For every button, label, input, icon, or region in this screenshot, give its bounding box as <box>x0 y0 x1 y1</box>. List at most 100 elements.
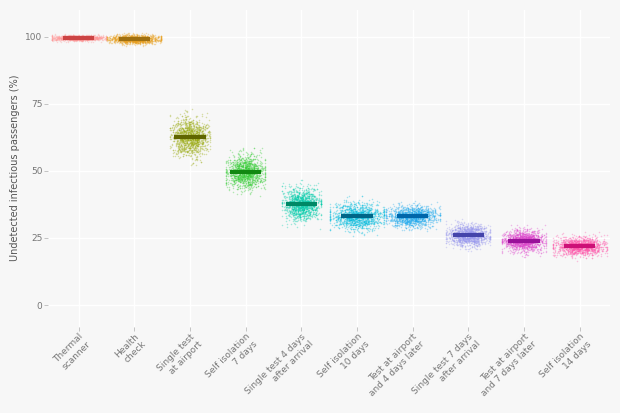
Point <box>189 140 199 147</box>
Point <box>506 242 516 249</box>
Point <box>451 235 461 242</box>
Point <box>115 37 125 44</box>
Point <box>304 191 314 197</box>
Point <box>97 34 107 41</box>
Point <box>308 207 317 214</box>
Point <box>300 196 310 202</box>
Point <box>181 130 191 136</box>
Point <box>524 247 534 254</box>
Point <box>523 242 533 249</box>
Point <box>303 213 313 219</box>
Point <box>168 138 178 144</box>
Point <box>193 124 203 131</box>
Point <box>386 208 396 214</box>
Point <box>90 36 100 43</box>
Point <box>245 173 255 179</box>
Point <box>348 214 358 221</box>
Point <box>86 32 96 38</box>
Point <box>567 247 577 254</box>
Point <box>405 208 415 215</box>
Point <box>445 241 454 247</box>
Point <box>245 169 255 176</box>
Point <box>585 243 595 249</box>
Point <box>577 244 587 251</box>
Point <box>481 233 491 240</box>
Point <box>289 209 299 216</box>
Point <box>389 214 399 220</box>
Point <box>299 212 309 218</box>
Point <box>517 236 527 243</box>
Point <box>299 190 309 196</box>
Point <box>443 232 453 238</box>
Point <box>141 35 151 41</box>
Point <box>121 33 131 39</box>
Point <box>117 33 127 39</box>
Point <box>177 136 187 143</box>
Point <box>180 107 190 113</box>
Point <box>188 145 198 152</box>
Point <box>456 228 466 235</box>
Point <box>532 232 542 238</box>
Point <box>470 238 480 244</box>
Point <box>582 241 591 248</box>
Point <box>91 35 100 42</box>
Point <box>346 203 356 210</box>
Point <box>293 211 303 217</box>
Point <box>170 131 180 138</box>
Point <box>398 204 408 211</box>
Point <box>570 241 580 248</box>
Point <box>453 222 463 228</box>
Point <box>593 249 603 255</box>
Point <box>466 224 476 231</box>
Point <box>185 123 195 130</box>
Point <box>416 204 426 211</box>
Point <box>466 229 476 235</box>
Point <box>290 195 300 202</box>
Point <box>232 161 242 167</box>
Point <box>173 135 183 141</box>
Point <box>120 36 130 42</box>
Point <box>451 239 461 245</box>
Point <box>316 210 326 217</box>
Point <box>580 249 590 255</box>
Point <box>476 235 485 241</box>
Point <box>395 220 405 227</box>
Point <box>285 194 295 200</box>
Point <box>176 138 186 145</box>
Point <box>76 36 86 43</box>
Point <box>415 218 425 225</box>
Point <box>192 133 202 139</box>
Point <box>429 216 439 223</box>
Point <box>184 133 194 140</box>
Point <box>397 218 407 225</box>
Point <box>234 148 244 154</box>
Point <box>69 37 79 44</box>
Point <box>67 36 77 43</box>
Point <box>71 34 81 40</box>
Point <box>582 248 592 255</box>
Point <box>533 235 542 242</box>
Point <box>518 242 528 249</box>
Point <box>457 242 467 249</box>
Point <box>191 141 201 148</box>
Point <box>120 36 130 43</box>
Point <box>303 207 312 214</box>
Point <box>410 207 420 214</box>
Point <box>469 238 479 244</box>
Point <box>234 162 244 169</box>
Point <box>295 199 305 206</box>
Point <box>125 39 135 45</box>
Point <box>479 229 489 236</box>
Point <box>518 236 528 243</box>
Point <box>515 243 525 249</box>
Point <box>46 36 56 43</box>
Point <box>481 235 491 241</box>
Point <box>415 214 425 221</box>
Point <box>355 209 365 215</box>
Point <box>188 137 198 144</box>
Point <box>244 168 254 174</box>
Point <box>279 200 289 206</box>
Point <box>325 212 335 218</box>
Point <box>407 216 417 222</box>
Point <box>574 248 583 254</box>
